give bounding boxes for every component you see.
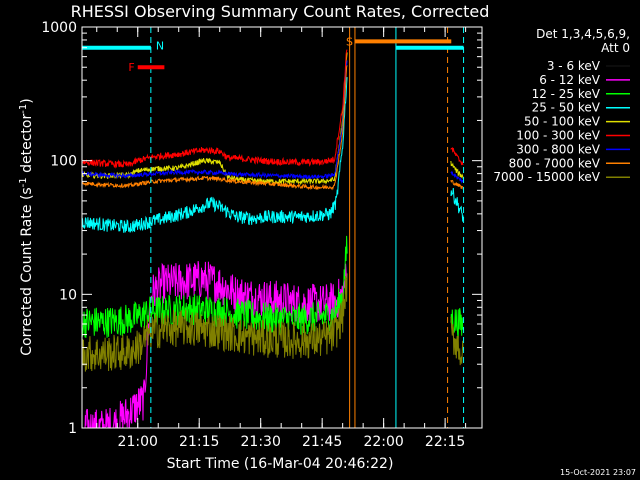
- y-axis-label: Corrected Count Rate (s-1 detector-1): [18, 98, 35, 355]
- x-axis-label: Start Time (16-Mar-04 20:46:22): [167, 456, 394, 472]
- legend-header-line2: Att 0: [601, 41, 630, 55]
- y-label-part-2: detector: [19, 114, 35, 178]
- y-tick-label: 1: [68, 421, 77, 437]
- chart-title: RHESSI Observing Summary Count Rates, Co…: [71, 2, 490, 21]
- x-tick-label: 21:45: [302, 434, 342, 450]
- y-axis: 1 10 100 1000: [41, 20, 482, 437]
- x-tick-label: 21:00: [118, 434, 158, 450]
- series-line-100-300keV: [82, 49, 348, 169]
- y-label-exp-2: -1: [18, 104, 29, 114]
- footer-timestamp: 15-Oct-2021 23:07: [560, 468, 636, 477]
- flag-label: F: [128, 61, 134, 74]
- series-line-50-100keV: [450, 160, 464, 179]
- flag-label: N: [156, 40, 164, 53]
- series-line-100-300keV: [450, 147, 464, 166]
- series-line-800-7000keV: [82, 65, 348, 191]
- y-label-exp-1: -1: [18, 177, 29, 187]
- legend-label: 7000 - 15000 keV: [493, 170, 600, 184]
- x-tick-label: 22:00: [363, 434, 403, 450]
- series-line-7000-15000keV: [450, 316, 464, 366]
- vertical-lines-layer: [150, 27, 465, 428]
- legend-label: 3 - 6 keV: [547, 59, 601, 73]
- y-label-part-3: ): [19, 98, 35, 103]
- x-tick-label: 21:15: [179, 434, 219, 450]
- legend-label: 6 - 12 keV: [539, 73, 601, 87]
- series-line-25-50keV: [450, 187, 464, 222]
- series-line-800-7000keV: [450, 179, 464, 190]
- series-line-12-25keV: [82, 235, 348, 338]
- legend-label: 25 - 50 keV: [532, 101, 601, 115]
- flag-label: S: [346, 35, 353, 48]
- series-line-300-800keV: [450, 170, 464, 184]
- series-line-12-25keV: [450, 308, 464, 339]
- x-axis: 21:00 21:15 21:30 21:45 22:00 22:15: [96, 27, 467, 450]
- legend-label: 800 - 7000 keV: [509, 156, 601, 170]
- legend-label: 300 - 800 keV: [516, 142, 600, 156]
- y-label-part-1: Corrected Count Rate (s: [19, 187, 35, 355]
- legend-header-line1: Det 1,3,4,5,6,9,: [536, 27, 630, 41]
- x-tick-label: 22:15: [425, 434, 465, 450]
- plot-frame: [81, 26, 483, 429]
- series-line-7000-15000keV: [82, 273, 348, 372]
- y-tick-label: 1000: [41, 20, 77, 36]
- series-line-25-50keV: [82, 77, 348, 233]
- legend-label: 100 - 300 keV: [516, 129, 600, 143]
- legend-label: 50 - 100 keV: [524, 115, 601, 129]
- series-layer: [82, 49, 464, 428]
- y-tick-label: 100: [50, 154, 77, 170]
- y-tick-label: 10: [59, 287, 77, 303]
- series-line-50-100keV: [82, 52, 348, 186]
- x-tick-label: 21:30: [241, 434, 281, 450]
- series-line-300-800keV: [82, 60, 348, 181]
- flag-bars-layer: N F S: [82, 35, 464, 74]
- legend-label: 12 - 25 keV: [532, 87, 601, 101]
